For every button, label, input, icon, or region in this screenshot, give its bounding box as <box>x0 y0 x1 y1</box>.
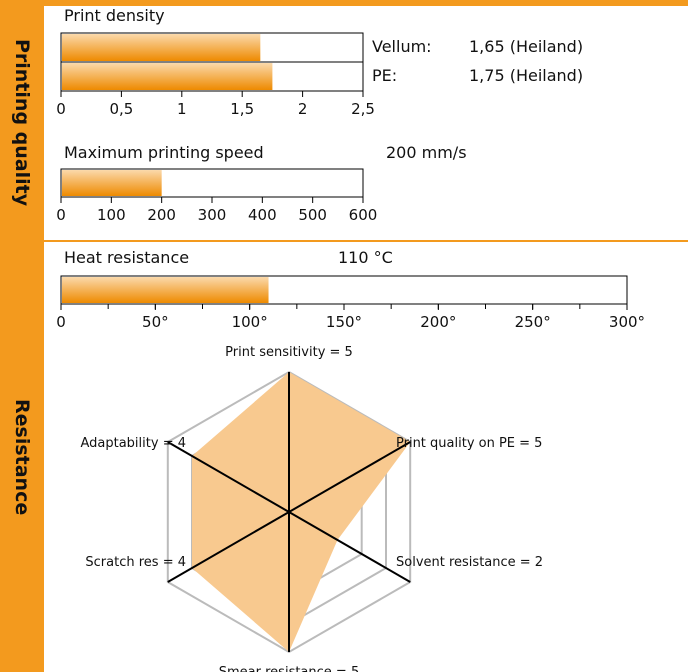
x-tick-label: 1 <box>177 100 187 118</box>
radar-label: Adaptability = 4 <box>80 436 186 451</box>
pe-label: PE: <box>372 66 398 85</box>
x-tick-label: 300 <box>198 206 227 224</box>
radar-axis-scratch-res <box>167 511 290 583</box>
max-speed-value: 200 mm/s <box>386 143 467 162</box>
x-tick-label: 150° <box>326 313 362 331</box>
vellum-value: 1,65 (Heiland) <box>469 37 584 56</box>
radar-axis-solvent-resistance <box>288 511 411 583</box>
x-tick-label: 1,5 <box>230 100 254 118</box>
x-tick-label: 100 <box>97 206 126 224</box>
radar-axis-adaptability <box>167 441 290 513</box>
bar-pe <box>62 63 273 90</box>
heat-title: Heat resistance <box>64 248 190 267</box>
x-tick-label: 2,5 <box>351 100 375 118</box>
x-tick-label: 200 <box>147 206 176 224</box>
x-tick-label: 2 <box>298 100 308 118</box>
x-tick-label: 0,5 <box>109 100 133 118</box>
vellum-label: Vellum: <box>372 37 432 56</box>
printing-quality-section-label: Printing quality <box>2 6 42 240</box>
pe-value: 1,75 (Heiland) <box>469 66 584 85</box>
radar-chart: Print sensitivity = 5 Print quality on PE… <box>80 345 543 672</box>
x-tick-label: 300° <box>609 313 645 331</box>
radar-label: Scratch res = 4 <box>85 555 186 570</box>
heat-resistance-chart: 0 50° 100° 150° 200° 250° 300° <box>56 275 645 331</box>
bar <box>62 277 269 303</box>
x-tick-label: 0 <box>56 313 66 331</box>
print-density-title: Print density <box>64 6 165 25</box>
resistance-label: Resistance <box>11 398 33 516</box>
radar-label: Solvent resistance = 2 <box>396 555 543 570</box>
radar-label: Smear resistance = 5 <box>219 665 359 672</box>
x-tick-label: 400 <box>248 206 277 224</box>
bar <box>62 170 162 196</box>
x-tick-label: 200° <box>420 313 456 331</box>
x-tick-label: 600 <box>349 206 378 224</box>
resistance-section-label: Resistance <box>2 242 42 672</box>
x-tick-label: 0 <box>56 100 66 118</box>
radar-data-area <box>192 372 411 652</box>
x-tick-label: 100° <box>232 313 268 331</box>
radar-label: Print sensitivity = 5 <box>225 345 353 360</box>
x-tick-label: 500 <box>298 206 327 224</box>
x-tick-label: 50° <box>142 313 169 331</box>
x-tick-label: 0 <box>56 206 66 224</box>
max-speed-chart: 0 100 200 300 400 500 600 <box>56 168 378 224</box>
print-density-chart: 0 0,5 1 1,5 2 2,5 <box>56 32 375 118</box>
top-accent-bar <box>0 0 688 6</box>
max-speed-title: Maximum printing speed <box>64 143 264 162</box>
printing-quality-label: Printing quality <box>11 39 33 207</box>
heat-value: 110 °C <box>338 248 393 267</box>
bar-vellum <box>62 34 261 61</box>
x-tick-label: 250° <box>515 313 551 331</box>
radar-axis-print-quality-on-pe <box>288 441 411 513</box>
section-divider <box>44 240 688 242</box>
sidebar <box>0 0 44 672</box>
radar-label: Print quality on PE = 5 <box>396 436 542 451</box>
